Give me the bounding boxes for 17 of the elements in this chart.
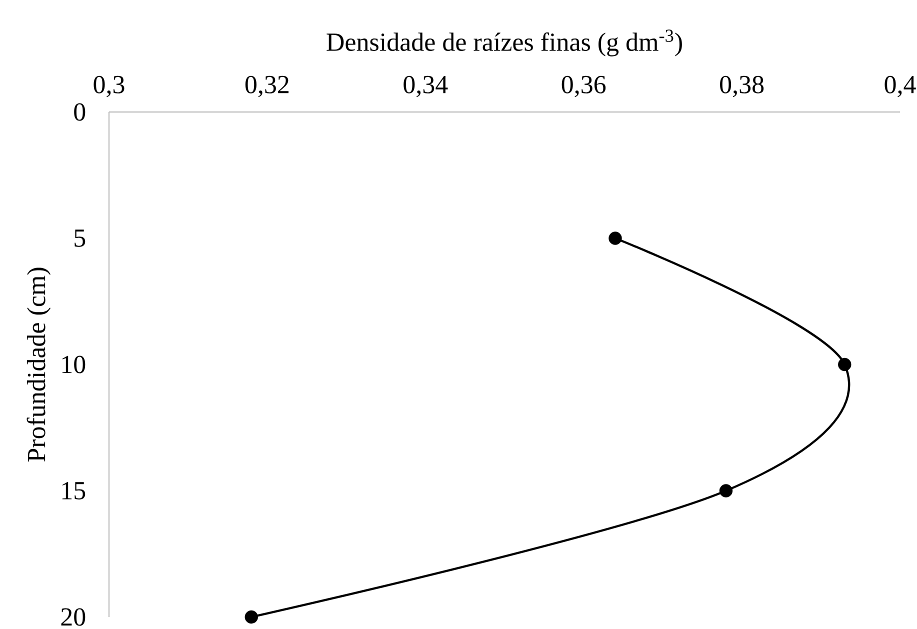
x-tick-label: 0,32 (245, 76, 289, 98)
y-axis-title: Profundidade (cm) (26, 268, 51, 462)
y-tick-label: 5 (74, 230, 86, 247)
x-tick-label: 0,34 (404, 76, 448, 98)
point (244, 610, 258, 624)
x-tick-label: 0,3 (94, 76, 124, 98)
x-tick-label: 0,38 (720, 76, 764, 98)
y-tick-label: 10 (62, 356, 86, 374)
point (608, 232, 622, 245)
y-tick-label: 20 (61, 608, 86, 626)
point (719, 484, 733, 498)
x-axis-title: Densidade de raízes finas (g dm$^{-3}$) (326, 30, 682, 56)
x-tick-label: 0,36 (562, 76, 606, 98)
x-tick-label: 0,4 (884, 76, 916, 98)
y-tick-label: 15 (62, 482, 86, 500)
point (838, 358, 852, 372)
y-tick-label: 0 (74, 103, 86, 121)
